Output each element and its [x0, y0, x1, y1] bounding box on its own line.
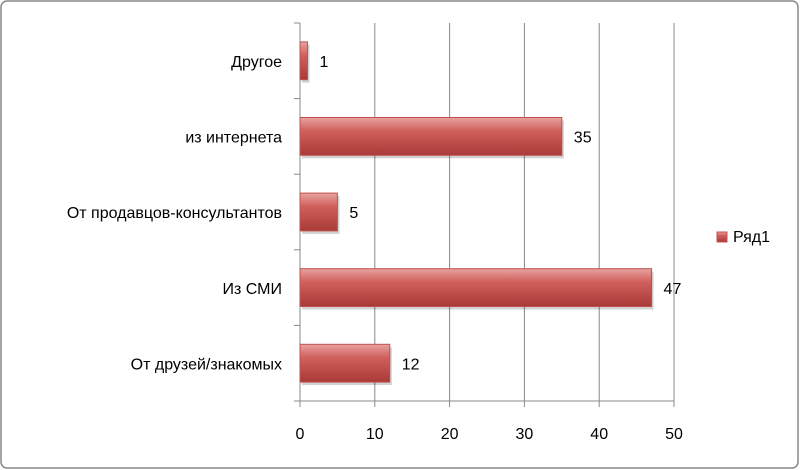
bar: [299, 268, 653, 308]
x-tick-label: 20: [441, 426, 459, 443]
bar: [299, 192, 338, 232]
data-label: 35: [574, 130, 592, 147]
legend-marker: [716, 231, 728, 243]
data-label: 12: [402, 356, 420, 373]
bar: [299, 343, 391, 383]
y-tick-label: От продавцов-консультантов: [67, 205, 282, 222]
x-tick-label: 0: [296, 426, 305, 443]
data-label: 5: [349, 205, 358, 222]
y-tick-label: От друзей/знакомых: [131, 356, 282, 373]
y-tick-label: Из СМИ: [223, 281, 282, 298]
y-tick-label: Другое: [231, 54, 282, 71]
data-label: 1: [319, 54, 328, 71]
bar: [299, 41, 308, 81]
legend-label: Ряд1: [733, 229, 770, 246]
x-tick-label: 50: [665, 426, 683, 443]
y-tick-label: из интернета: [185, 130, 282, 147]
x-tick-label: 30: [516, 426, 534, 443]
x-tick-label: 40: [590, 426, 608, 443]
data-label: 47: [664, 281, 682, 298]
x-tick-label: 10: [366, 426, 384, 443]
bar: [299, 117, 563, 156]
